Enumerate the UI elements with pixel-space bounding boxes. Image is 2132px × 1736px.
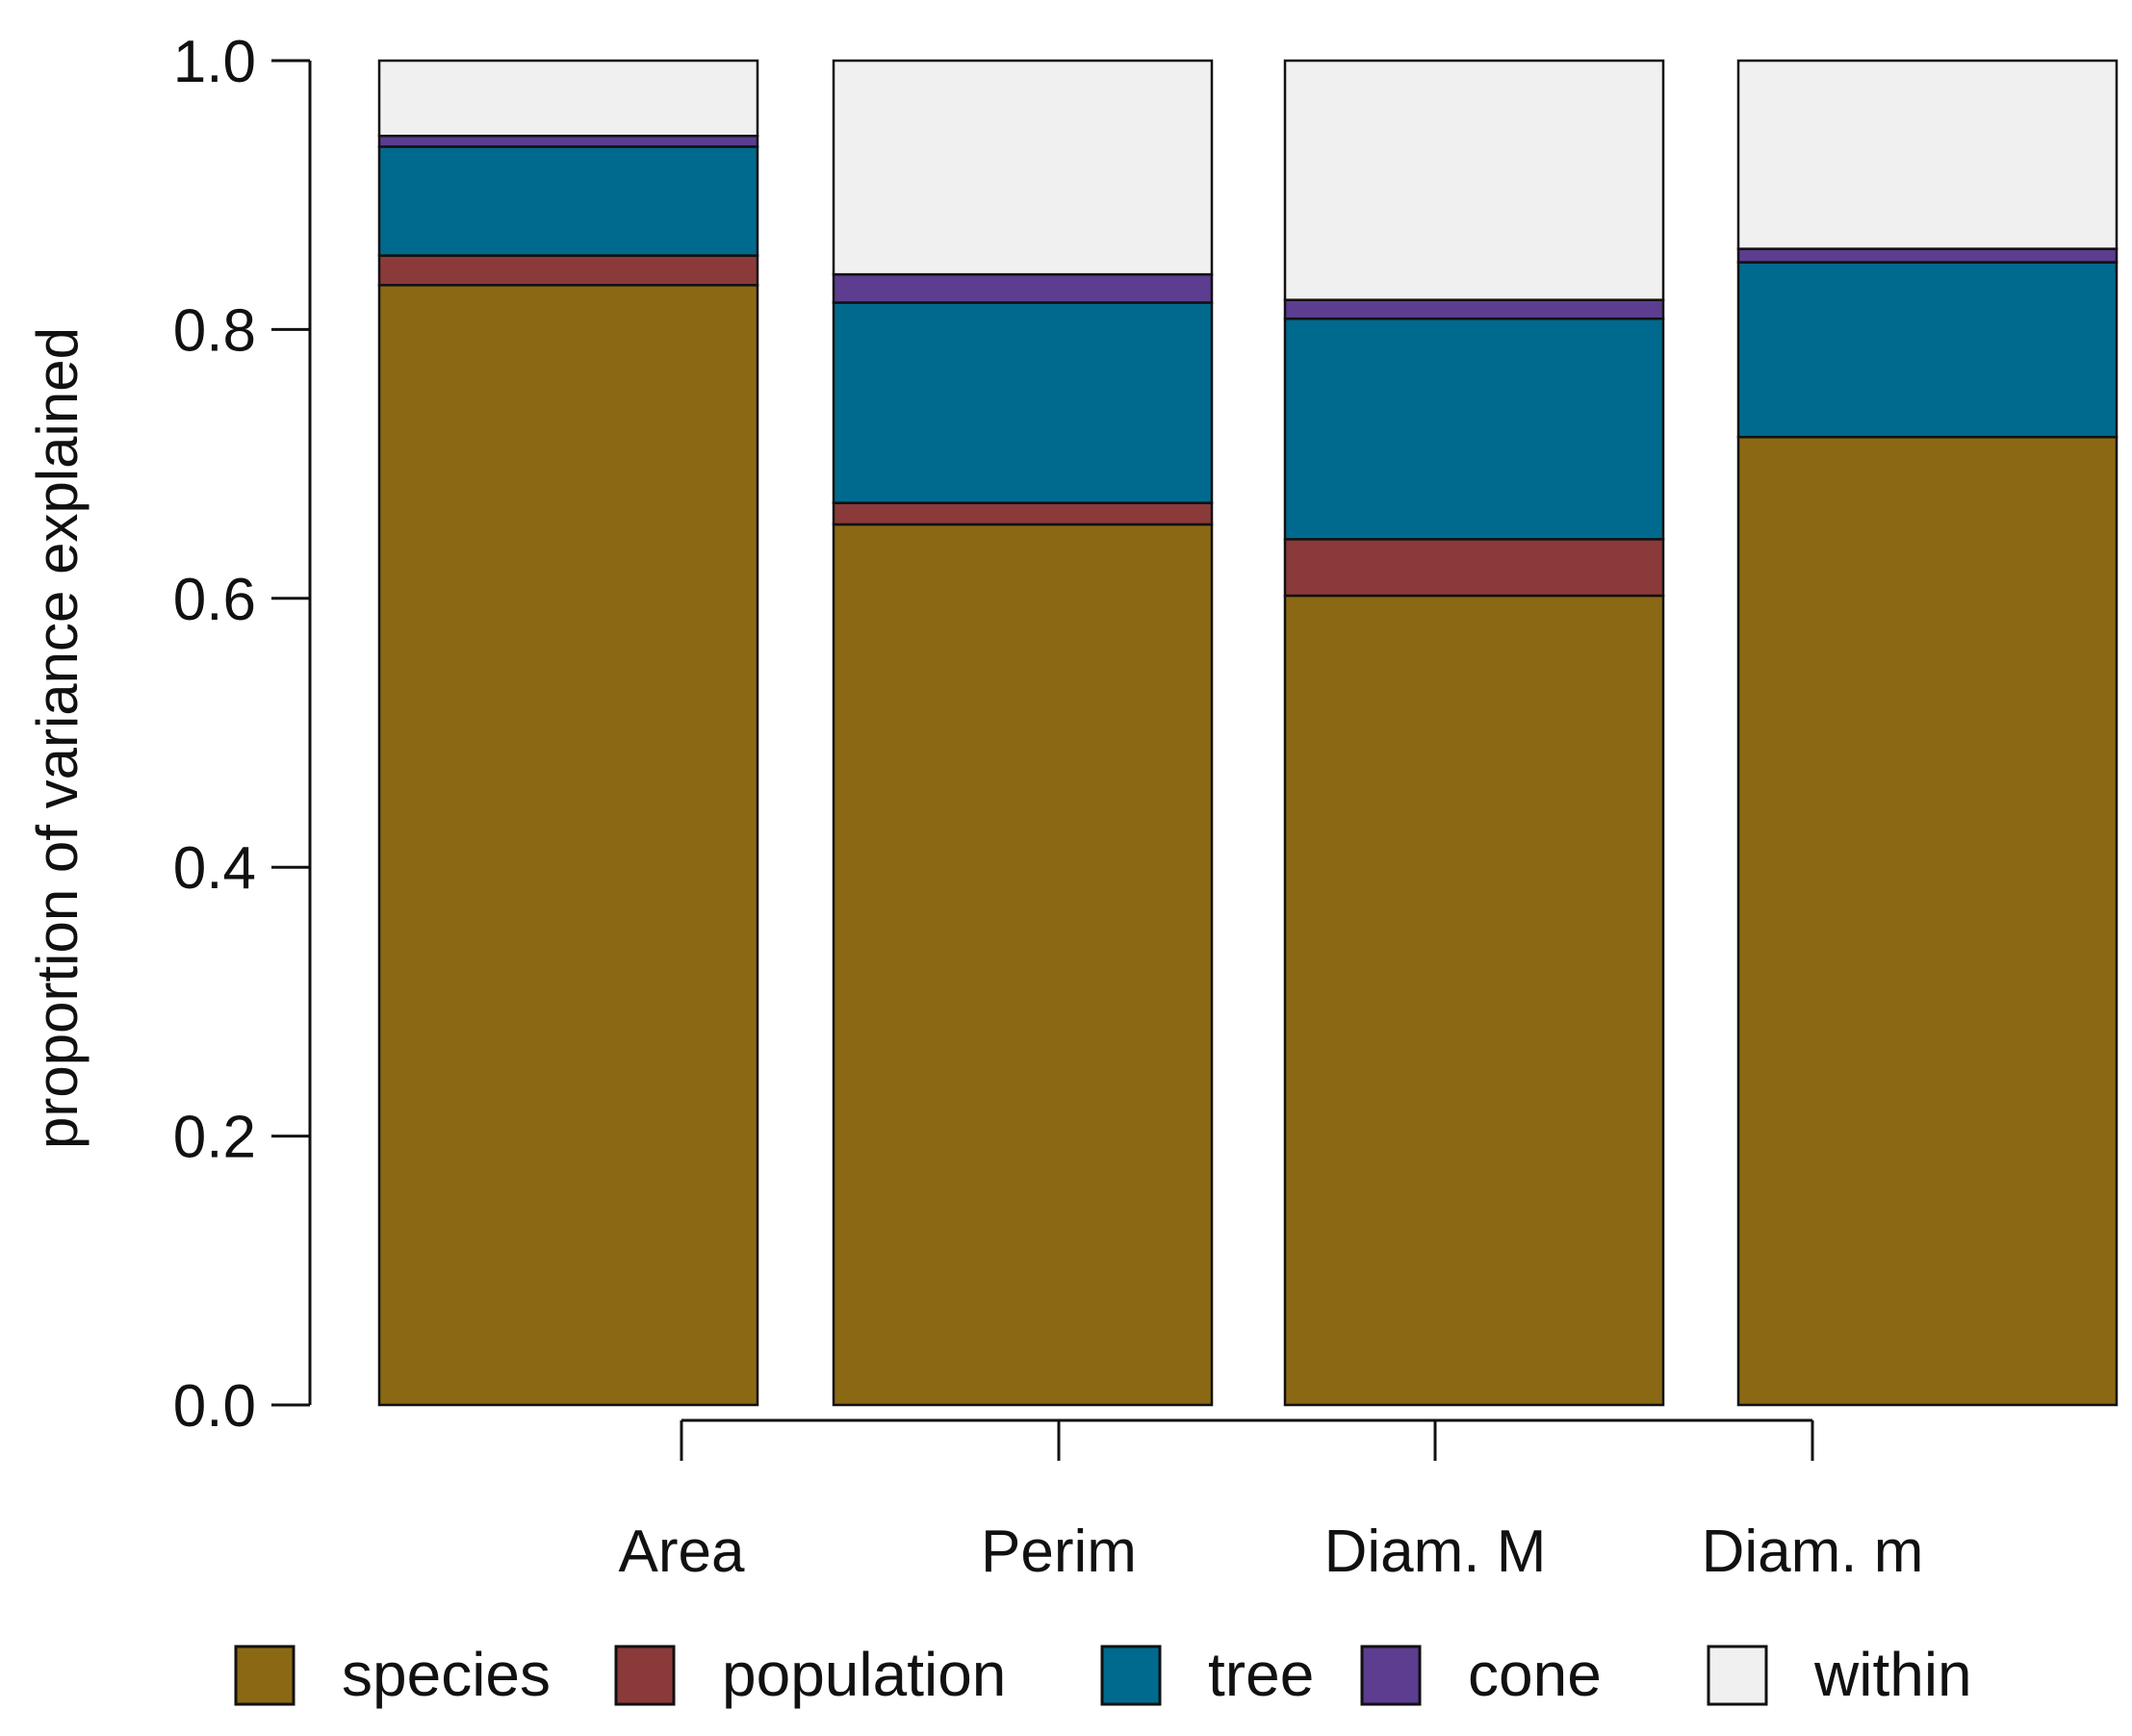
bar-segment-cone [377,134,759,148]
bar-stack [377,59,759,1407]
y-tick-label: 1.0 [173,29,256,95]
bar-segment-species [1736,435,2119,1407]
bar-segment-cone [832,272,1214,304]
bar-segment-tree [1283,317,1665,541]
legend-swatch [1100,1645,1162,1706]
y-tick-label: 0.4 [173,835,256,902]
bar-segment-population [832,501,1214,526]
legend-item-population: population [614,1640,1006,1709]
x-tick-label: Diam. M [1324,1519,1547,1585]
y-tick-label: 0.2 [173,1105,256,1171]
legend-label: species [342,1640,551,1709]
bar-segment-cone [1736,247,2119,264]
legend: species population tree cone within [234,1640,1972,1709]
bar-segment-within [377,59,759,138]
bars [377,59,2119,1407]
legend-swatch [1360,1645,1422,1706]
legend-item-within: within [1707,1640,1972,1709]
bar-segment-within [832,59,1214,276]
bar-segment-tree [1736,261,2119,439]
bar-segment-species [377,284,759,1407]
x-tick-label: Diam. m [1702,1519,1924,1585]
y-axis-title: proportion of variance explained [25,327,90,1149]
y-tick-label: 0.8 [173,297,256,364]
legend-item-cone: cone [1360,1640,1602,1709]
x-tick-label: Perim [981,1519,1137,1585]
bar-stack [1736,59,2119,1407]
bar-segment-tree [832,301,1214,504]
legend-swatch [1707,1645,1768,1706]
legend-label: population [722,1640,1006,1709]
legend-label: within [1813,1640,1972,1709]
y-tick-label: 0.0 [173,1373,256,1440]
bar-segment-population [1283,538,1665,598]
legend-item-tree: tree [1100,1640,1314,1709]
legend-item-species: species [234,1640,551,1709]
y-axis: 0.0 0.2 0.4 0.6 0.8 1.0 [173,29,312,1440]
bar-segment-cone [1283,298,1665,320]
x-axis: Area Perim Diam. M Diam. m [619,1418,1924,1585]
bar-segment-population [377,254,759,287]
bar-segment-species [1283,594,1665,1407]
legend-label: cone [1468,1640,1602,1709]
legend-swatch [234,1645,295,1706]
bar-segment-tree [377,145,759,257]
bar-stack [832,59,1214,1407]
x-tick-label: Area [619,1519,745,1585]
bar-segment-within [1283,59,1665,301]
legend-label: tree [1208,1640,1314,1709]
legend-swatch [614,1645,676,1706]
y-tick-label: 0.6 [173,567,256,633]
bar-segment-within [1736,59,2119,250]
bar-stack [1283,59,1665,1407]
bar-segment-species [832,523,1214,1407]
